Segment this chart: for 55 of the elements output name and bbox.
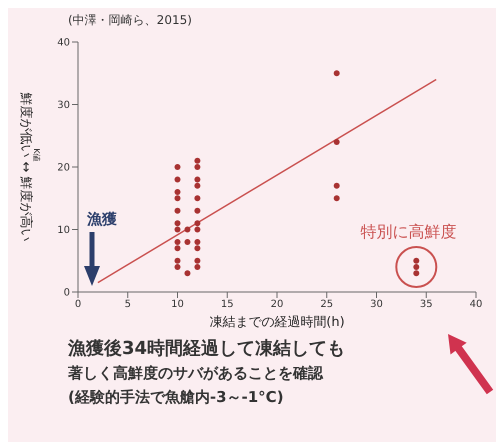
point xyxy=(194,220,200,226)
point xyxy=(174,264,180,270)
point xyxy=(174,220,180,226)
x-tick-label: 40 xyxy=(470,299,482,310)
x-tick-label: 15 xyxy=(220,299,234,310)
point xyxy=(194,258,200,264)
annotation: 特別に高鮮度 xyxy=(360,222,456,241)
point xyxy=(194,208,200,214)
point xyxy=(174,208,180,214)
point xyxy=(184,226,190,232)
point xyxy=(174,258,180,264)
point xyxy=(334,139,340,145)
x-axis-title: 凍結までの経過時間(h) xyxy=(209,315,345,330)
text: (経験的手法で魚艙内-3～-1°C) xyxy=(68,388,284,406)
point xyxy=(194,239,200,245)
text: (中澤・岡崎ら、2015) xyxy=(67,12,193,29)
text: 著しく高鮮度のサバがあることを確認 xyxy=(67,364,324,382)
y-tick-label: 30 xyxy=(57,100,70,112)
point xyxy=(194,182,200,189)
point xyxy=(174,239,180,245)
y-tick-label: 10 xyxy=(57,225,70,236)
point xyxy=(194,245,200,252)
point xyxy=(334,195,340,202)
point xyxy=(413,258,420,264)
text: 漁獲後34時間経過して凍結しても xyxy=(67,338,346,359)
point xyxy=(334,70,340,76)
point xyxy=(194,195,200,202)
point xyxy=(184,270,190,276)
x-tick-label: 30 xyxy=(370,299,383,310)
x-tick-label: 0 xyxy=(74,299,82,310)
y-tick-label: 40 xyxy=(57,38,70,49)
x-tick-label: 5 xyxy=(124,299,131,310)
x-tick-label: 10 xyxy=(171,299,184,310)
point xyxy=(194,158,200,164)
point xyxy=(174,226,180,232)
point xyxy=(174,189,180,195)
point xyxy=(174,195,180,202)
point xyxy=(334,182,340,189)
text: K値 xyxy=(32,148,41,162)
point xyxy=(194,164,200,170)
x-tick-label: 25 xyxy=(320,299,334,310)
point xyxy=(194,176,200,182)
y-tick-label: 20 xyxy=(57,162,70,174)
point xyxy=(174,164,180,170)
x-tick-label: 35 xyxy=(420,299,433,310)
y-tick-label: 0 xyxy=(64,288,70,299)
point xyxy=(413,270,420,276)
point xyxy=(184,239,190,245)
annotation: 漁獲 xyxy=(86,210,117,228)
x-tick-label: 20 xyxy=(270,299,284,310)
point xyxy=(194,226,200,232)
point xyxy=(174,176,180,182)
y-axis-title: 鮮度が低い ↔ 鮮度が高い xyxy=(18,92,34,242)
point xyxy=(174,245,180,252)
point xyxy=(194,264,200,270)
